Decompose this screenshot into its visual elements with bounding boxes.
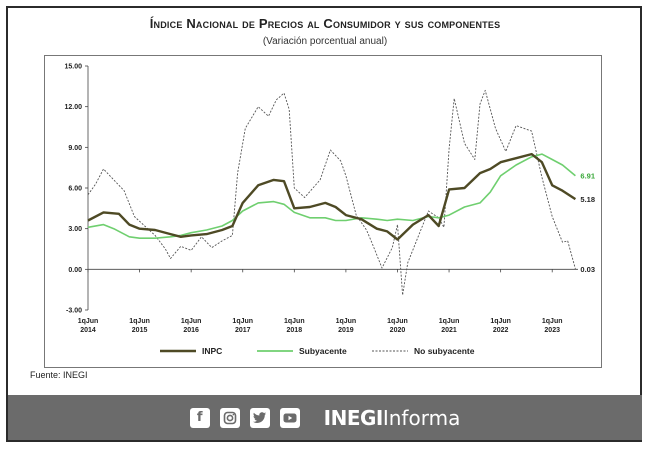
y-tick-label: 3.00 xyxy=(68,226,82,233)
x-tick-label-year: 2020 xyxy=(390,327,406,334)
chart-subtitle: (Variación porcentual anual) xyxy=(262,36,388,47)
x-tick-label: 1qJun xyxy=(284,318,305,325)
x-tick-label-year: 2019 xyxy=(338,327,354,334)
series-line-subyacente xyxy=(87,153,576,239)
x-tick-label: 1qJun xyxy=(439,318,460,325)
y-tick-label: 9.00 xyxy=(68,145,82,152)
legend-label: No subyacente xyxy=(414,346,475,356)
legend-label: INPC xyxy=(202,346,222,356)
end-value-label: 5.18 xyxy=(580,195,595,204)
x-tick-label: 1qJun xyxy=(490,318,511,325)
end-value-label: 0.03 xyxy=(580,265,595,274)
legend-label: Subyacente xyxy=(299,346,347,356)
chart-title: Índice Nacional de Precios al Consumidor… xyxy=(149,16,501,31)
x-tick-label: 1qJun xyxy=(129,318,150,325)
footer-bar: f INEGIInforma xyxy=(8,395,642,440)
x-tick-label: 1qJun xyxy=(387,318,408,325)
facebook-icon[interactable]: f xyxy=(189,407,210,428)
brand-bold: INEGI xyxy=(323,405,384,430)
x-tick-label: 1qJun xyxy=(78,318,99,325)
instagram-icon[interactable] xyxy=(219,407,240,428)
end-value-label: 6.91 xyxy=(580,172,595,181)
y-tick-label: 12.00 xyxy=(64,104,82,111)
x-tick-label-year: 2015 xyxy=(132,327,148,334)
x-tick-label-year: 2023 xyxy=(544,327,560,334)
x-tick-label: 1qJun xyxy=(232,318,253,325)
x-tick-label: 1qJun xyxy=(542,318,563,325)
source-note: Fuente: INEGI xyxy=(30,370,88,380)
x-tick-label-year: 2016 xyxy=(183,327,199,334)
y-tick-label: -3.00 xyxy=(66,308,82,315)
twitter-icon[interactable] xyxy=(249,407,270,428)
x-tick-label-year: 2022 xyxy=(493,327,509,334)
y-tick-label: 0.00 xyxy=(68,267,82,274)
brand-light: Informa xyxy=(382,405,461,430)
x-tick-label-year: 2014 xyxy=(80,327,96,334)
youtube-icon[interactable] xyxy=(279,407,300,428)
inegi-informa-logo: INEGIInforma xyxy=(324,406,461,430)
y-tick-label: 6.00 xyxy=(68,186,82,193)
plot-area xyxy=(44,55,602,368)
x-tick-label: 1qJun xyxy=(181,318,202,325)
series-line-no-subyacente xyxy=(87,89,576,296)
y-tick-label: 15.00 xyxy=(64,64,82,71)
series-line-inpc xyxy=(87,152,577,241)
x-tick-label-year: 2018 xyxy=(287,327,303,334)
x-tick-label-year: 2021 xyxy=(441,327,457,334)
x-tick-label: 1qJun xyxy=(336,318,357,325)
x-tick-label-year: 2017 xyxy=(235,327,251,334)
